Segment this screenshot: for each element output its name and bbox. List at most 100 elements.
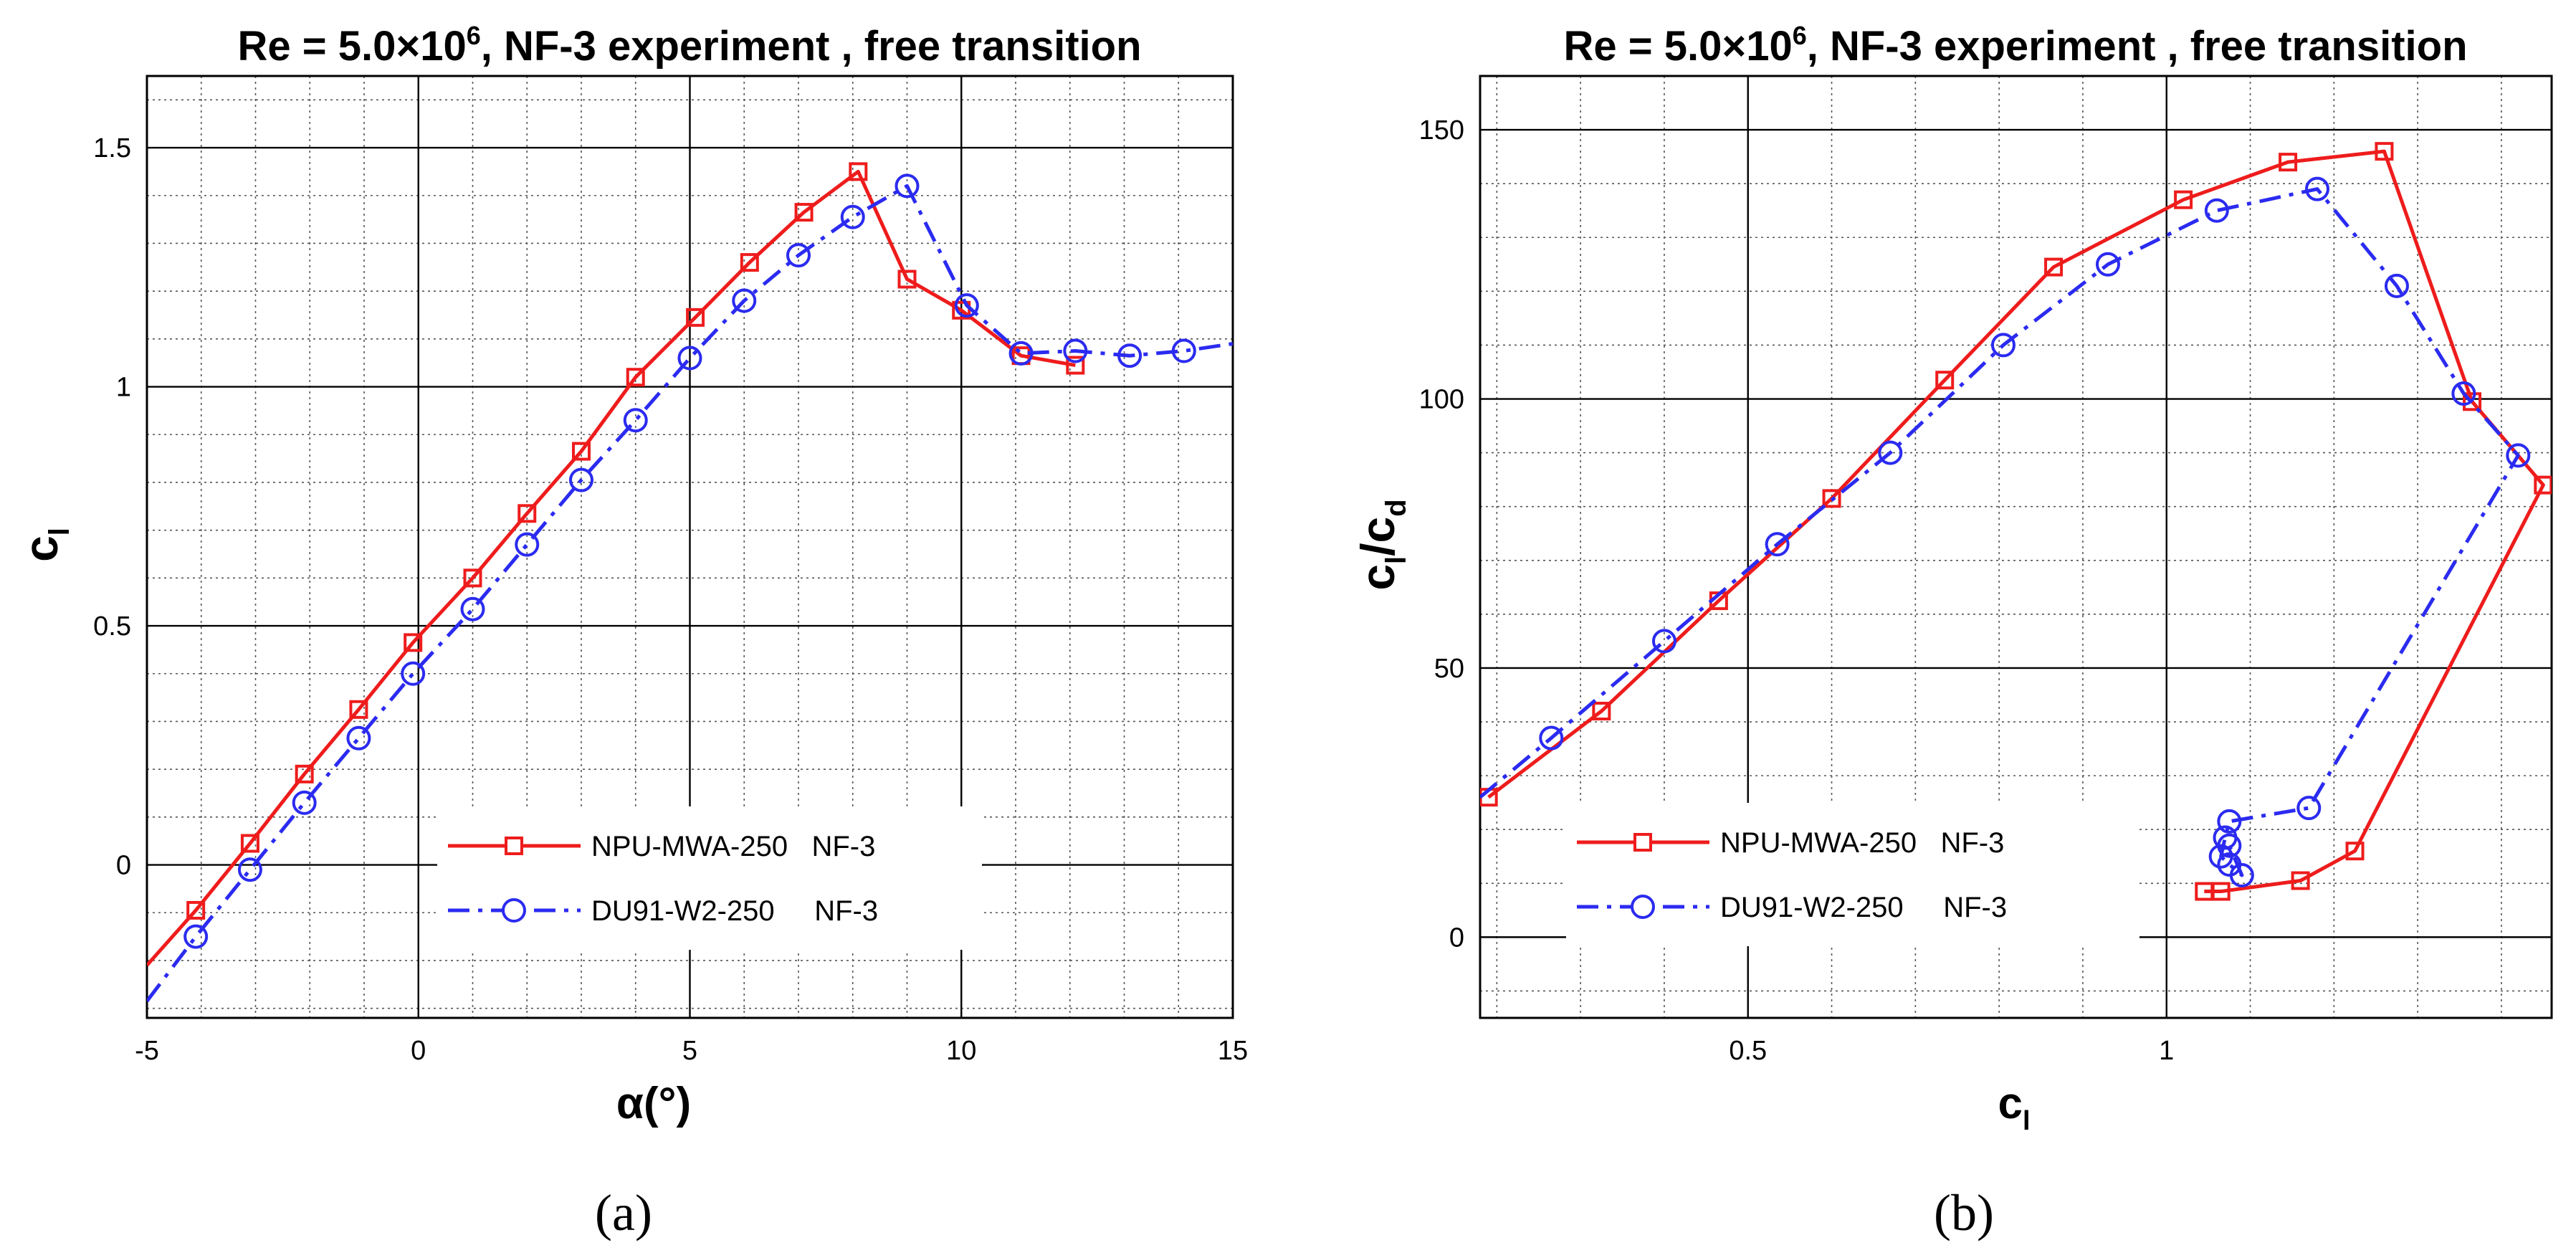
data-point-circle <box>732 288 757 313</box>
data-point-circle <box>840 204 865 229</box>
data-point-square <box>2463 392 2482 411</box>
y-tick-label: 0 <box>1449 923 1464 953</box>
data-point-square <box>2044 257 2064 277</box>
data-point-circle <box>2506 443 2531 468</box>
data-point-square <box>2279 153 2298 172</box>
data-point-circle <box>2095 252 2120 277</box>
data-point-square <box>849 162 868 181</box>
x-tick-label: 0.5 <box>1729 1036 1767 1066</box>
data-point-square <box>2291 871 2310 890</box>
legend-label: DU91-W2-250 NF-3 <box>1720 892 2007 923</box>
data-point-circle <box>1063 338 1088 363</box>
y-tick-label: 1 <box>116 373 131 403</box>
data-point-square <box>2534 475 2552 495</box>
legend-entry: DU91-W2-250 NF-3 <box>1577 892 2007 923</box>
data-point-square <box>1592 702 1611 721</box>
panel-label: (a) <box>595 1184 652 1242</box>
legend-box <box>1566 803 2139 946</box>
panel-label: (b) <box>1934 1184 1994 1242</box>
data-point-square <box>463 568 482 588</box>
x-axis-label: α(°) <box>616 1079 691 1128</box>
data-point-square <box>295 764 314 783</box>
x-tick-label: 0 <box>411 1036 426 1066</box>
legend-marker-square <box>505 837 523 855</box>
data-point-circle <box>1651 629 1676 654</box>
data-point-square <box>2375 142 2394 161</box>
data-point-circle <box>292 790 317 815</box>
data-point-square <box>404 633 423 652</box>
data-point-square <box>1935 371 1955 390</box>
major-grid <box>147 76 1233 1018</box>
data-point-circle <box>895 173 920 199</box>
series-du91-w2-250 <box>147 173 1233 1003</box>
chart-title: Re = 5.0×106, NF-3 experiment , free tra… <box>1563 21 2467 70</box>
y-tick-label: 100 <box>1419 385 1464 415</box>
legend-entry: NPU-MWA-250 NF-3 <box>448 831 875 862</box>
series-du91-w2-250 <box>1480 176 2531 888</box>
x-axis-label: cl <box>1998 1079 2030 1136</box>
data-point-circle <box>2217 833 2242 858</box>
y-tick-label: 0 <box>116 851 131 881</box>
plot-frame <box>146 75 1234 1019</box>
legend: NPU-MWA-250 NF-3 DU91-W2-250 NF-3 <box>1566 803 2139 946</box>
data-point-circle <box>1878 440 1903 465</box>
data-point-circle <box>2229 863 2254 888</box>
legend-marker-circle <box>1631 895 1655 919</box>
legend: NPU-MWA-250 NF-3 DU91-W2-250 NF-3 <box>437 806 982 950</box>
y-tick-label: 0.5 <box>93 611 131 642</box>
data-point-square <box>626 368 645 387</box>
legend-label: NPU-MWA-250 NF-3 <box>1720 827 2004 859</box>
data-point-circle <box>2217 809 2242 834</box>
data-point-square <box>2345 842 2365 861</box>
chart-title: Re = 5.0×106, NF-3 experiment , free tra… <box>237 21 1141 70</box>
data-point-circle <box>460 596 485 621</box>
data-point-circle <box>2451 381 2476 406</box>
series-npu-mwa-250 <box>147 162 1085 967</box>
data-point-circle <box>1008 340 1034 366</box>
data-point-circle <box>569 467 593 492</box>
data-point-square <box>952 300 971 320</box>
data-point-circle <box>346 725 371 751</box>
x-tick-label: 15 <box>1218 1036 1248 1066</box>
y-tick-label: 50 <box>1434 654 1464 684</box>
x-tick-label: 1 <box>2159 1036 2174 1066</box>
chart-panel-a: -5 0 5 10 15 0 0.5 1 1.5 Re = 5.0×106, NF-3 exper… <box>14 21 1248 1242</box>
data-point-circle <box>2296 796 2322 821</box>
data-point-circle <box>401 661 426 686</box>
legend-marker-circle <box>502 898 526 923</box>
data-point-circle <box>515 532 540 557</box>
data-point-square <box>349 700 368 719</box>
legend-label: NPU-MWA-250 NF-3 <box>591 831 875 862</box>
data-point-circle <box>623 408 648 433</box>
data-point-square <box>1066 356 1085 375</box>
data-point-circle <box>183 924 209 949</box>
data-point-square <box>897 270 917 289</box>
legend-box <box>437 806 982 950</box>
legend-label: DU91-W2-250 NF-3 <box>591 895 878 927</box>
y-tick-label: 1.5 <box>93 133 131 163</box>
data-point-circle <box>1117 343 1142 368</box>
data-point-square <box>517 504 537 523</box>
y-axis-label: cl <box>14 528 75 562</box>
data-point-square <box>572 442 591 461</box>
chart-panel-b: 0.5 1 0 50 100 150 Re = 5.0×106, NF-3 experime… <box>1351 21 2553 1242</box>
data-point-circle <box>237 857 262 882</box>
data-point-circle <box>2204 198 2229 223</box>
data-point-circle <box>954 293 979 318</box>
data-point-square <box>686 308 705 327</box>
legend-entry: NPU-MWA-250 NF-3 <box>1577 827 2004 859</box>
legend-entry: DU91-W2-250 NF-3 <box>448 895 878 927</box>
data-point-circle <box>1765 532 1790 557</box>
data-point-circle <box>1990 333 2016 358</box>
series-npu-mwa-250 <box>1480 142 2552 901</box>
x-tick-label: 5 <box>682 1036 697 1066</box>
data-point-square <box>2195 882 2214 901</box>
series-line <box>1487 149 2545 894</box>
data-point-circle <box>786 243 811 268</box>
x-tick-label: -5 <box>135 1036 159 1066</box>
data-point-square <box>740 253 759 272</box>
data-point-circle <box>677 346 702 371</box>
data-point-circle <box>2304 176 2329 201</box>
x-tick-label: 10 <box>946 1036 976 1066</box>
